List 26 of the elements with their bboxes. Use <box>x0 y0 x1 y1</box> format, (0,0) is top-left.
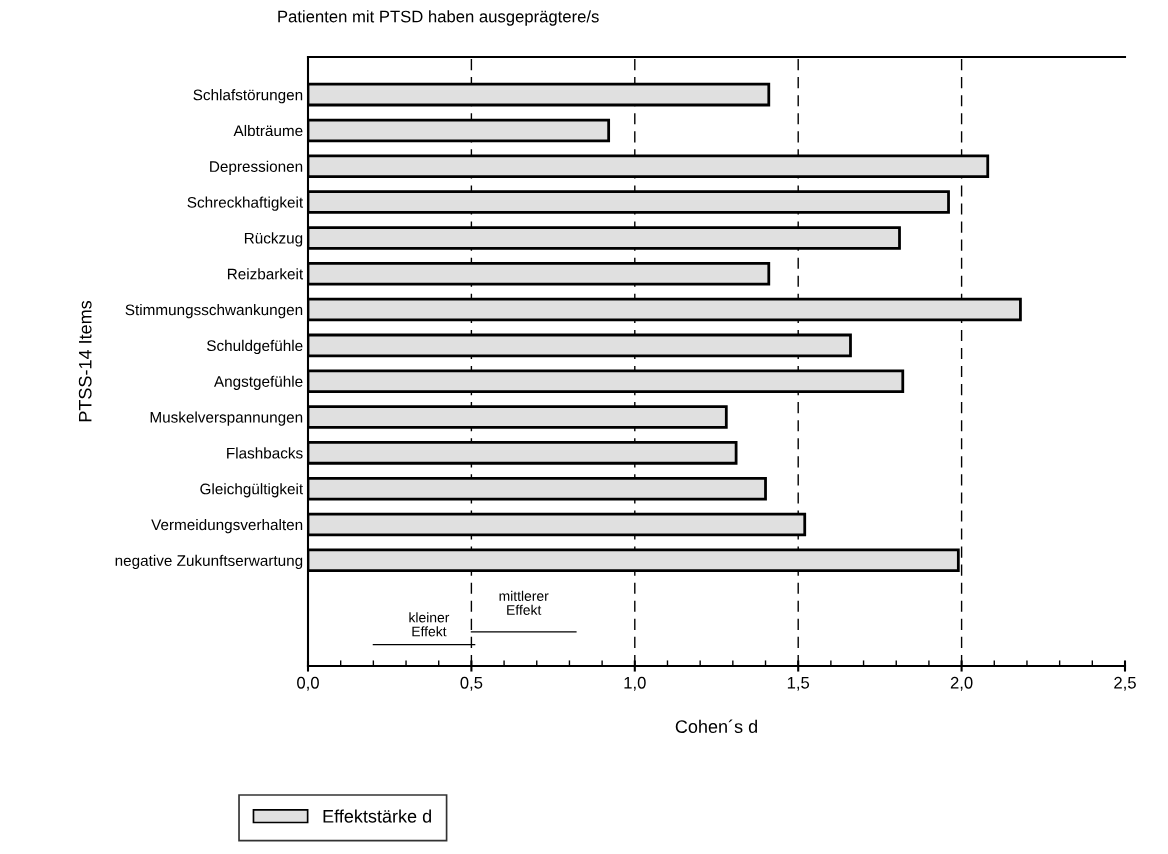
chart-title: Patienten mit PTSD haben ausgeprägtere/s <box>278 10 599 26</box>
x-tick-label: 2,5 <box>1114 676 1136 691</box>
y-tick-label: Vermeidungsverhalten <box>151 518 303 534</box>
y-tick-label: Schreckhaftigkeit <box>187 196 304 211</box>
text: kleiner Effekt <box>409 612 450 637</box>
x-tick-label: 0,0 <box>297 676 319 691</box>
text: mittlerer Effekt <box>499 590 549 615</box>
y-tick-label: Stimmungsschwankungen <box>125 304 303 319</box>
y-tick-label: Muskelverspannungen <box>150 411 303 426</box>
y-tick-label: Flashbacks <box>227 447 303 459</box>
y-tick-label: Albträume <box>233 124 303 137</box>
y-tick-label: Rückzug <box>244 232 303 247</box>
y-axis-title: PTSS-14 Items <box>78 300 92 422</box>
y-tick-label: Reizbarkeit <box>227 268 304 280</box>
x-tick-label: 1,5 <box>787 677 810 691</box>
x-tick-label: 2,0 <box>950 676 973 691</box>
x-tick-label: 1,0 <box>624 676 646 691</box>
y-tick-label: Angstgefühle <box>213 375 303 390</box>
y-tick-label: Depressionen <box>210 160 303 175</box>
y-tick-label: negative Zukunftserwartung <box>115 554 303 570</box>
y-tick-label: Gleichgültigkeit <box>200 483 304 498</box>
y-tick-label: Schuldgefühle <box>207 339 303 355</box>
x-axis-title: Cohen´s d <box>675 719 757 733</box>
y-tick-label: Schlafstörungen <box>193 89 303 104</box>
x-tick-label: 0,5 <box>460 676 483 691</box>
legend-label: Effektstärke d <box>323 809 431 823</box>
